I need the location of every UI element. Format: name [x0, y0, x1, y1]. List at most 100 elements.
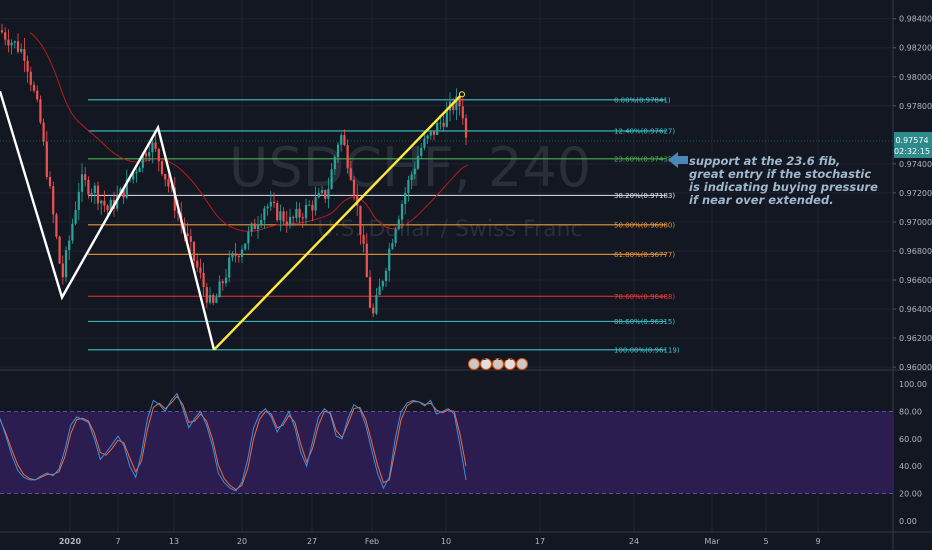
- candle-body: [77, 191, 80, 211]
- candle-body: [394, 229, 397, 244]
- candle-body: [384, 270, 388, 282]
- annotation-line: if near over extended.: [689, 193, 834, 207]
- candle-body: [151, 142, 154, 153]
- candle-body: [378, 286, 381, 295]
- zigzag-drawing[interactable]: [0, 90, 216, 351]
- candle-body: [202, 272, 205, 288]
- price-tick-label: 0.96200: [899, 334, 932, 343]
- stochastic-k-line: [0, 392, 467, 492]
- candle-body: [397, 219, 400, 230]
- candle-body: [55, 214, 58, 237]
- candle-body: [87, 180, 90, 195]
- overbought-oversold-band: [0, 411, 893, 494]
- stochastic-d-line: [0, 395, 467, 491]
- candle-body: [304, 205, 308, 219]
- candle-body: [154, 142, 157, 149]
- fib-level-label: 78.60%(0.96488): [614, 293, 675, 301]
- event-badge: [480, 358, 492, 370]
- time-tick-label: 5: [763, 537, 768, 546]
- stochastic-lines: [0, 392, 467, 492]
- trendline: [213, 93, 463, 351]
- candle-body: [234, 253, 237, 256]
- price-tick-label: 0.98200: [899, 44, 932, 53]
- price-tick-label: 0.96800: [899, 247, 932, 256]
- watermark-symbol: USDCHF, 240: [229, 136, 591, 199]
- candle-body: [52, 186, 55, 215]
- last-price-value: 0.97574: [895, 136, 928, 145]
- price-tick-label: 0.96400: [899, 305, 932, 314]
- event-badge: [504, 358, 516, 370]
- candle-body: [365, 243, 368, 278]
- candle-body: [106, 205, 109, 211]
- candle-body: [282, 211, 285, 222]
- candle-body: [132, 173, 135, 180]
- candle-body: [164, 174, 167, 180]
- candle-body: [228, 257, 231, 278]
- event-badge-count: 11: [493, 354, 502, 362]
- zigzag-line: [0, 90, 216, 351]
- candle-body: [362, 234, 365, 244]
- time-tick-label: 17: [535, 537, 545, 546]
- candle-body: [368, 277, 372, 308]
- fib-level-label: 12.40%(0.97627): [614, 127, 675, 135]
- fib-level-label: 38.20%(0.97183): [614, 192, 675, 200]
- time-tick-label: 9: [815, 537, 820, 546]
- candle-body: [224, 277, 228, 284]
- candle-body: [212, 295, 215, 303]
- price-tick-label: 0.96000: [899, 363, 932, 372]
- candle-body: [100, 200, 103, 204]
- candle-body: [455, 96, 458, 111]
- candle-body: [138, 167, 141, 173]
- trendline-drawing[interactable]: [213, 91, 465, 351]
- candle-body: [404, 193, 407, 205]
- candle-body: [160, 161, 164, 175]
- candle-body: [36, 90, 39, 100]
- price-tick-label: 0.98400: [899, 15, 932, 24]
- candle-body: [346, 145, 349, 169]
- time-tick-label: 2020: [59, 537, 82, 546]
- candle-body: [445, 110, 448, 127]
- candle-body: [68, 240, 71, 251]
- candle-body: [269, 201, 272, 207]
- candle-body: [64, 250, 68, 278]
- candle-body: [256, 224, 260, 230]
- candle-body: [407, 180, 410, 194]
- candle-body: [288, 216, 292, 226]
- oscillator-tick-label: 20.00: [899, 490, 922, 499]
- candle-body: [327, 189, 330, 199]
- candle-body: [237, 255, 240, 258]
- candle-body: [176, 210, 180, 214]
- candle-body: [413, 168, 416, 175]
- candle-body: [263, 208, 266, 221]
- event-badge: [492, 358, 504, 370]
- candle-body: [144, 153, 148, 157]
- candle-body: [314, 197, 317, 211]
- candle-body: [439, 122, 442, 124]
- event-badge: [516, 358, 528, 370]
- candle-body: [39, 99, 42, 123]
- event-badges[interactable]: 2 11 10: [468, 354, 528, 370]
- candle-body: [340, 135, 343, 145]
- candle-body: [279, 211, 282, 221]
- time-tick-label: 24: [629, 537, 639, 546]
- trendline-handle: [459, 91, 465, 98]
- candle-body: [349, 168, 352, 180]
- candle-body: [96, 185, 100, 204]
- annotation-text[interactable]: support at the 23.6 fib, great entry if …: [689, 155, 904, 207]
- candle-body: [400, 204, 404, 220]
- candle-body: [295, 208, 298, 218]
- oscillator-tick-label: 0.00: [899, 517, 917, 526]
- candle-body: [16, 41, 20, 52]
- candle-body: [157, 148, 160, 162]
- candle-body: [135, 172, 138, 174]
- candle-body: [84, 174, 87, 181]
- candle-body: [426, 135, 429, 139]
- fib-level-label: 50.00%(0.96980): [614, 221, 675, 229]
- oscillator-tick-label: 100.00: [899, 380, 927, 389]
- fib-retracement[interactable]: 0.00%(0.97841) 12.40%(0.97627) 23.60%(0.97…: [88, 96, 680, 354]
- candle-body: [26, 60, 29, 72]
- fib-level-label: 88.60%(0.96315): [614, 318, 675, 326]
- price-tick-label: 0.96600: [899, 276, 932, 285]
- candle-body: [122, 188, 125, 198]
